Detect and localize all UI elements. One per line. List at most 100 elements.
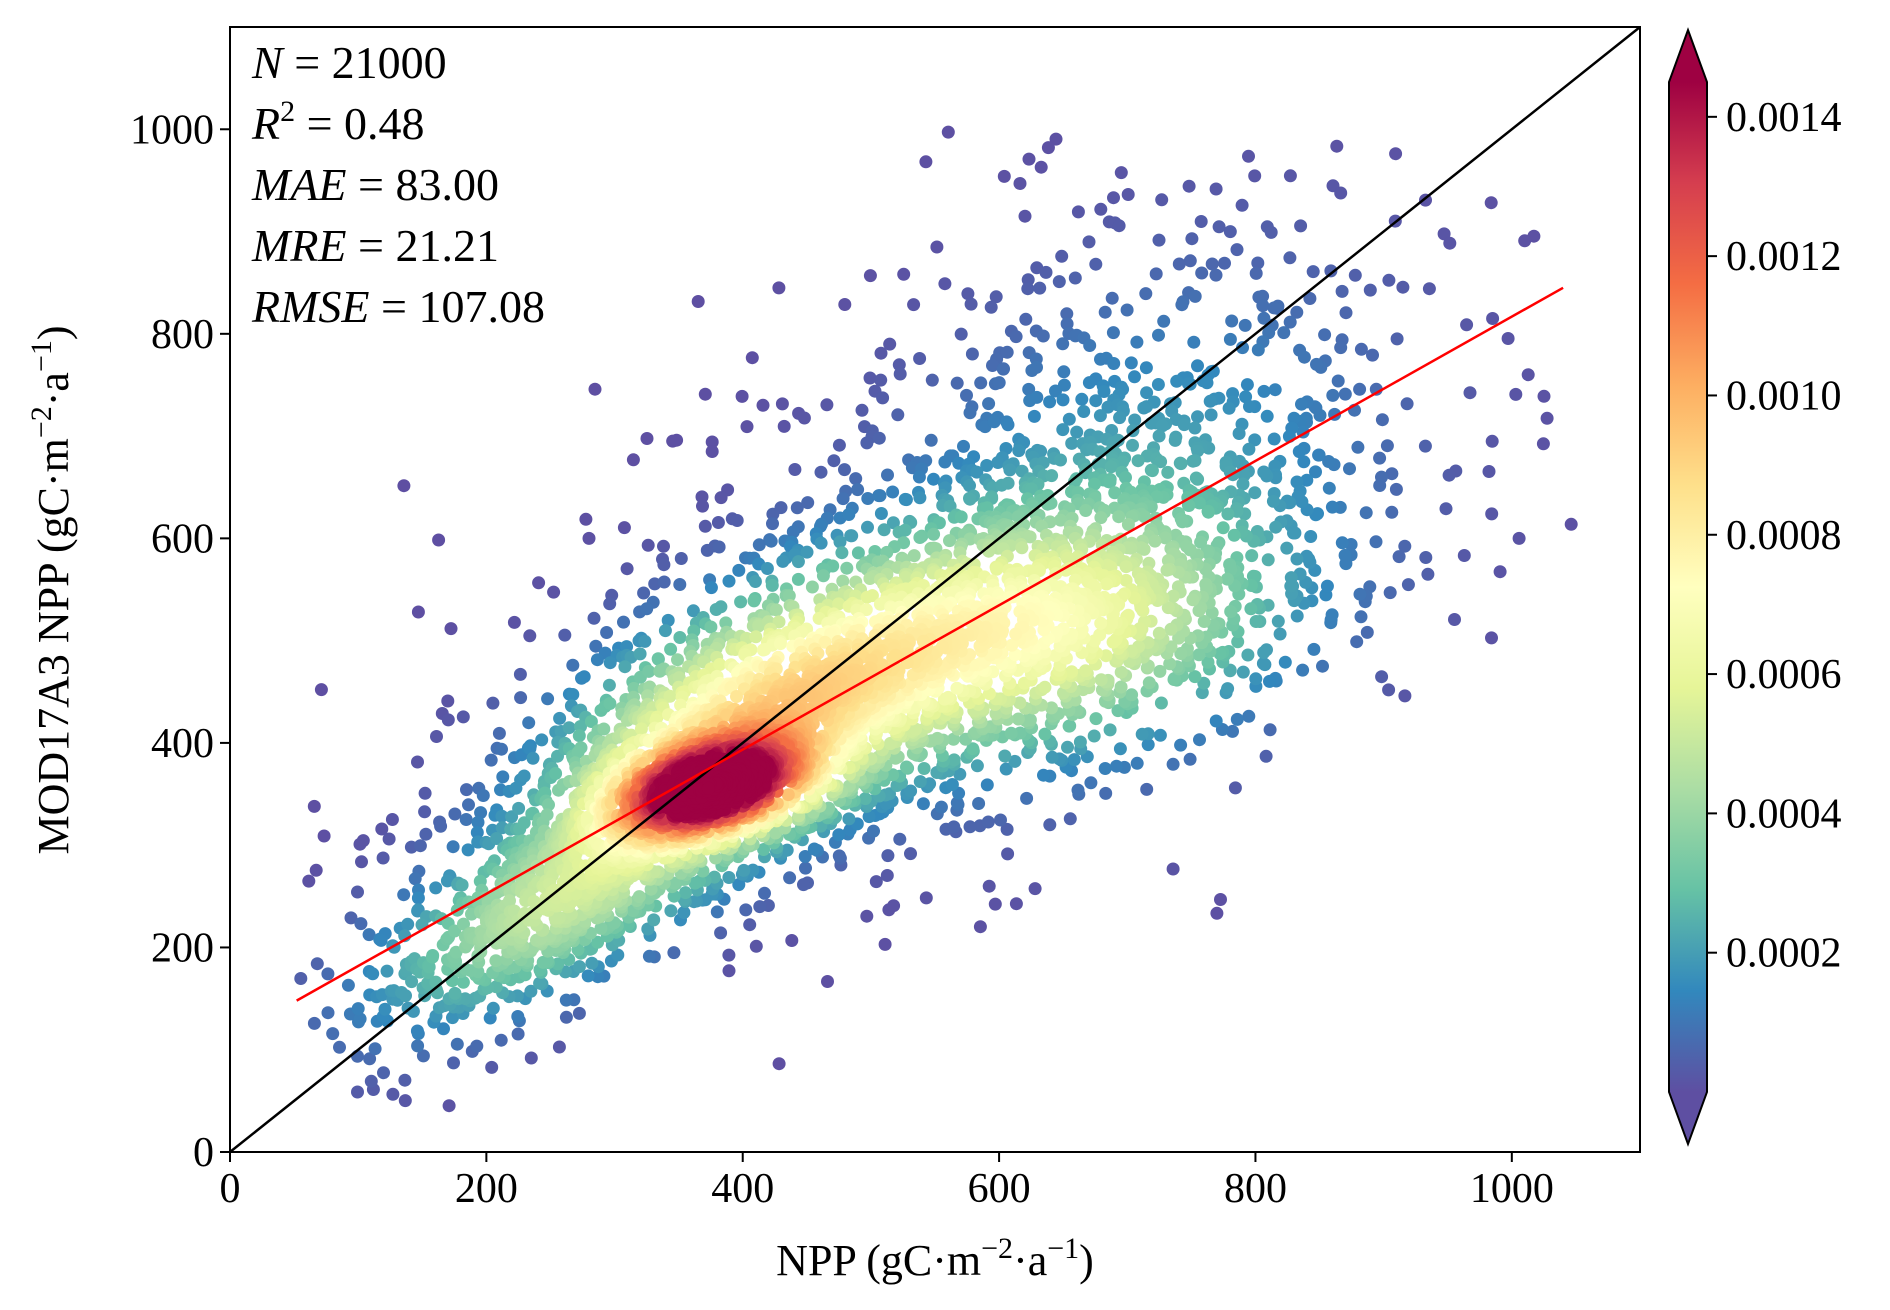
scatter-point xyxy=(950,796,964,810)
scatter-point xyxy=(1036,329,1050,343)
scatter-point xyxy=(351,885,364,899)
scatter-point xyxy=(873,489,887,503)
scatter-point xyxy=(1073,735,1087,749)
scatter-point xyxy=(1008,754,1022,768)
scatter-point xyxy=(753,900,767,914)
scatter-point xyxy=(886,485,900,499)
scatter-point xyxy=(1079,664,1092,678)
scatter-point xyxy=(512,801,526,815)
scatter-point xyxy=(594,921,608,935)
scatter-point xyxy=(1195,266,1209,280)
scatter-point xyxy=(992,376,1006,390)
scatter-point xyxy=(309,863,323,877)
scatter-point xyxy=(1251,256,1265,270)
scatter-point xyxy=(1045,750,1059,764)
scatter-point xyxy=(1124,356,1138,370)
scatter-point xyxy=(1001,418,1015,432)
scatter-point xyxy=(1166,589,1180,603)
scatter-point xyxy=(1193,733,1206,747)
scatter-point xyxy=(1037,768,1050,782)
scatter-point xyxy=(495,742,508,756)
scatter-point xyxy=(416,1049,430,1063)
scatter-point xyxy=(1155,419,1169,433)
scatter-point xyxy=(912,470,926,484)
scatter-point xyxy=(542,798,555,812)
scatter-point xyxy=(1149,267,1163,281)
scatter-point xyxy=(799,861,812,875)
scatter-point xyxy=(1094,511,1108,525)
scatter-point xyxy=(1501,332,1515,345)
scatter-point xyxy=(1052,275,1066,289)
scatter-point xyxy=(982,879,996,893)
scatter-point xyxy=(1125,688,1139,702)
scatter-point xyxy=(663,689,677,703)
scatter-point xyxy=(872,431,886,445)
scatter-point xyxy=(800,545,814,559)
scatter-point xyxy=(881,468,894,482)
scatter-point xyxy=(867,824,880,838)
scatter-point xyxy=(732,878,746,892)
scatter-point xyxy=(1110,759,1123,773)
scatter-point xyxy=(820,398,834,412)
scatter-point xyxy=(671,653,684,667)
scatter-point xyxy=(1061,740,1074,754)
scatter-point xyxy=(1273,627,1287,641)
scatter-point xyxy=(1038,727,1052,741)
scatter-point xyxy=(577,670,591,684)
scatter-point xyxy=(691,295,705,308)
scatter-point xyxy=(756,398,770,412)
scatter-point xyxy=(1152,429,1166,443)
scatter-point xyxy=(972,797,986,810)
scatter-point xyxy=(1322,455,1336,468)
scatter-point xyxy=(535,733,549,747)
scatter-point xyxy=(730,690,743,703)
scatter-point xyxy=(1103,475,1117,489)
scatter-point xyxy=(1201,546,1215,560)
scatter-point xyxy=(1210,906,1224,920)
scatter-point xyxy=(1093,628,1107,642)
scatter-point xyxy=(964,297,978,311)
scatter-point xyxy=(456,975,470,989)
scatter-point xyxy=(1192,604,1206,618)
scatter-point xyxy=(377,1066,390,1080)
scatter-point xyxy=(747,594,761,608)
scatter-point xyxy=(1100,577,1113,591)
scatter-point xyxy=(1248,486,1262,500)
scatter-point xyxy=(1034,160,1048,174)
scatter-point xyxy=(1248,169,1262,183)
scatter-point xyxy=(581,969,595,983)
scatter-point xyxy=(1222,401,1236,415)
scatter-point xyxy=(536,955,550,969)
scatter-point xyxy=(1003,463,1017,477)
scatter-point xyxy=(1105,291,1119,305)
scatter-point xyxy=(1139,287,1153,301)
scatter-point xyxy=(1140,386,1154,400)
scatter-point xyxy=(1294,219,1308,233)
scatter-point xyxy=(791,555,805,569)
scatter-point xyxy=(1290,552,1304,566)
scatter-point xyxy=(732,563,746,577)
scatter-point xyxy=(832,828,846,842)
scatter-point xyxy=(987,415,1001,429)
scatter-point xyxy=(637,586,651,600)
scatter-point xyxy=(642,664,656,678)
scatter-point xyxy=(664,904,678,918)
scatter-point xyxy=(963,479,976,493)
scatter-point xyxy=(989,290,1003,304)
scatter-point xyxy=(832,597,846,611)
scatter-point xyxy=(1138,510,1151,524)
scatter-point xyxy=(722,871,736,884)
scatter-point xyxy=(664,642,678,656)
scatter-point xyxy=(1354,610,1368,624)
scatter-point xyxy=(1485,631,1498,645)
scatter-point xyxy=(1094,673,1108,687)
scatter-point xyxy=(1369,535,1383,549)
scatter-point xyxy=(775,397,789,411)
scatter-point xyxy=(788,463,802,476)
scatter-point xyxy=(1025,364,1039,377)
scatter-point xyxy=(307,799,321,813)
scatter-point xyxy=(982,397,996,411)
scatter-point xyxy=(1396,280,1410,294)
scatter-point xyxy=(1148,534,1162,548)
scatter-point xyxy=(495,809,509,823)
